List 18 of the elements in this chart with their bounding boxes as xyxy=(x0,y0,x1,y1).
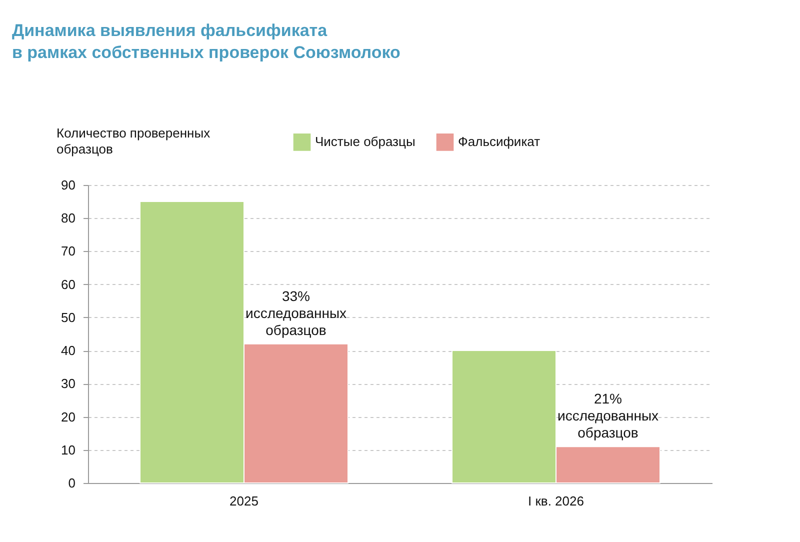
annotation: 33% исследованных образцов xyxy=(245,288,347,338)
y-tick-label: 0 xyxy=(68,476,76,490)
y-tick-label: 80 xyxy=(61,210,76,226)
legend-label: Чистые образцы xyxy=(315,134,416,150)
x-tick-label: I кв. 2026 xyxy=(528,494,584,508)
y-axis-title: Количество проверенных образцов xyxy=(56,126,211,156)
y-tick-label: 30 xyxy=(61,376,76,392)
annotation: 21% исследованных образцов xyxy=(557,390,659,441)
y-tick-label: 40 xyxy=(61,343,76,358)
y-tick-label: 20 xyxy=(61,409,76,424)
y-tick-label: 60 xyxy=(61,276,76,292)
y-tick-label: 50 xyxy=(61,310,76,325)
y-tick-label: 90 xyxy=(61,178,76,192)
legend-label: Фальсификат xyxy=(458,134,540,150)
y-tick-label: 10 xyxy=(61,442,76,458)
y-tick-label: 70 xyxy=(61,244,76,259)
x-tick-label: 2025 xyxy=(230,494,258,508)
chart-title: Динамика выявления фальсификата в рамках собственных проверок Союзмолоко xyxy=(12,21,400,62)
